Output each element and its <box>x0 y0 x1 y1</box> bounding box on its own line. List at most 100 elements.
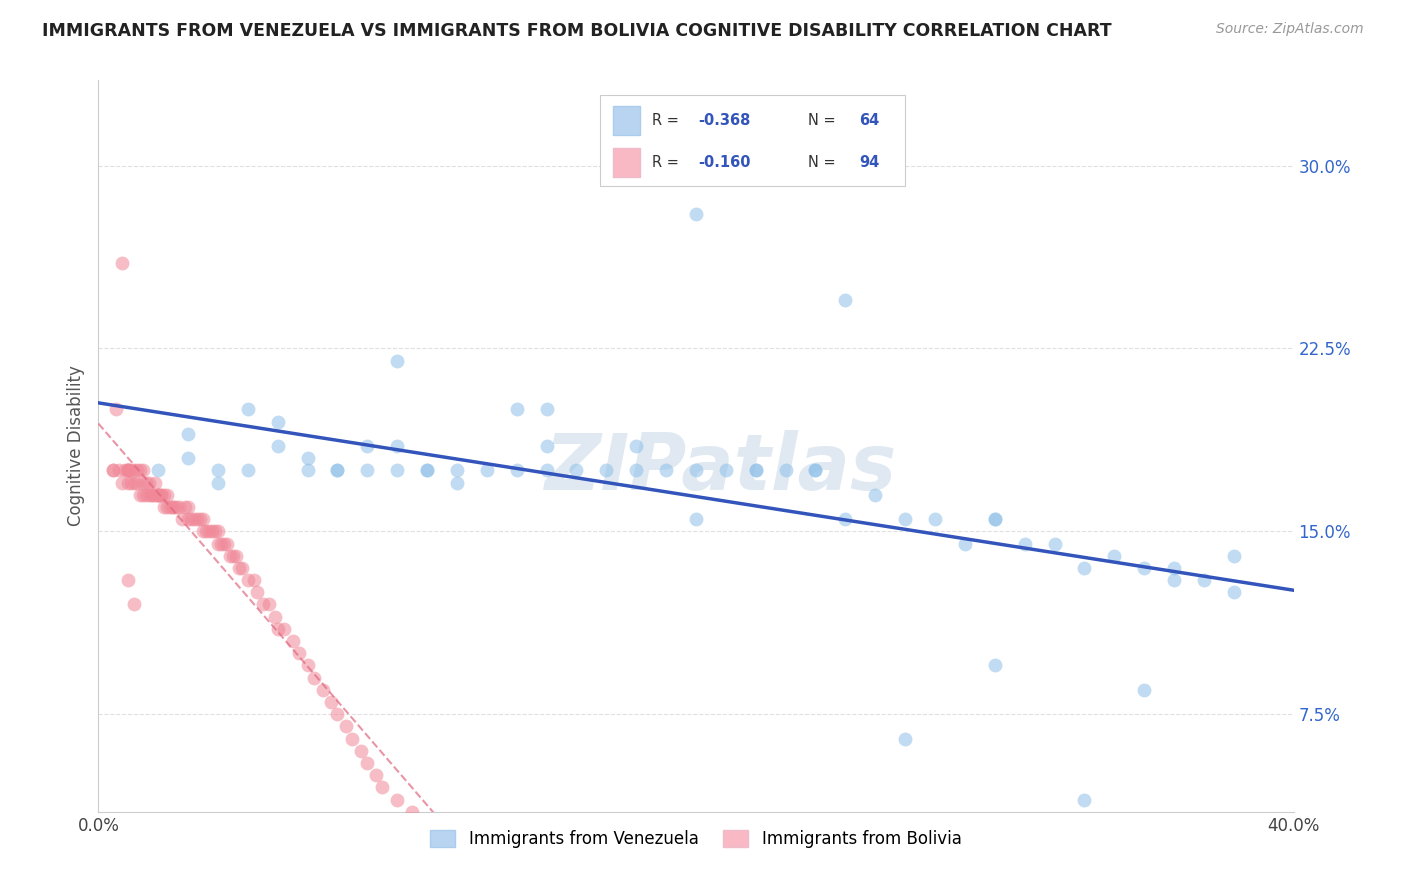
Point <box>1133 682 1156 697</box>
Point <box>745 463 768 477</box>
Y-axis label: Cognitive Disability: Cognitive Disability <box>66 366 84 526</box>
Point <box>124 463 146 477</box>
Point <box>984 512 1007 526</box>
Point <box>745 463 768 477</box>
Point <box>246 585 269 599</box>
Point <box>536 402 558 417</box>
Point <box>1073 561 1095 575</box>
Point <box>165 500 187 514</box>
Point <box>143 475 166 490</box>
Point <box>103 463 125 477</box>
Point <box>124 475 146 490</box>
Point <box>834 293 856 307</box>
Point <box>114 463 136 477</box>
Point <box>1104 549 1126 563</box>
Point <box>1163 561 1185 575</box>
Point <box>565 463 588 477</box>
Point <box>326 463 349 477</box>
Point <box>138 475 160 490</box>
Point <box>685 207 707 221</box>
Point <box>371 780 394 795</box>
Point <box>416 463 439 477</box>
Point <box>1043 536 1066 550</box>
Point <box>924 512 946 526</box>
Point <box>297 463 319 477</box>
Point <box>188 512 211 526</box>
Point <box>124 598 146 612</box>
Point <box>356 463 378 477</box>
Point <box>236 573 259 587</box>
Point <box>302 671 325 685</box>
Point <box>385 353 409 368</box>
Point <box>156 488 179 502</box>
Point <box>984 512 1007 526</box>
Point <box>150 488 173 502</box>
Point <box>162 500 184 514</box>
Point <box>335 719 357 733</box>
Point <box>356 756 378 770</box>
Point <box>475 463 498 477</box>
Point <box>595 463 617 477</box>
Point <box>215 536 238 550</box>
Point <box>506 463 529 477</box>
Point <box>536 439 558 453</box>
Point <box>153 488 176 502</box>
Point <box>195 524 218 539</box>
Point <box>153 500 176 514</box>
Point <box>222 549 245 563</box>
Point <box>117 475 139 490</box>
Point <box>120 475 142 490</box>
Point <box>267 415 290 429</box>
Point <box>385 439 409 453</box>
Point <box>120 463 142 477</box>
Point <box>103 463 125 477</box>
Point <box>117 463 139 477</box>
Point <box>177 426 200 441</box>
Point <box>174 500 197 514</box>
Point <box>231 561 253 575</box>
Point <box>236 402 259 417</box>
Point <box>180 512 202 526</box>
Point <box>1223 549 1246 563</box>
Point <box>366 768 388 782</box>
Point <box>446 475 468 490</box>
Point <box>350 744 373 758</box>
Point <box>775 463 797 477</box>
Point <box>1133 561 1156 575</box>
Point <box>132 488 155 502</box>
Point <box>204 524 226 539</box>
Point <box>236 463 259 477</box>
Point <box>150 488 173 502</box>
Point <box>141 488 163 502</box>
Point <box>714 463 737 477</box>
Point <box>156 500 179 514</box>
Point <box>148 488 170 502</box>
Point <box>273 622 295 636</box>
Point <box>148 488 170 502</box>
Point <box>321 695 343 709</box>
Point <box>243 573 266 587</box>
Point <box>267 622 290 636</box>
Point <box>191 524 214 539</box>
Point <box>281 634 304 648</box>
Point <box>141 488 163 502</box>
Point <box>143 488 166 502</box>
Point <box>865 488 887 502</box>
Point <box>1223 585 1246 599</box>
Point <box>177 451 200 466</box>
Point <box>207 524 229 539</box>
Text: Source: ZipAtlas.com: Source: ZipAtlas.com <box>1216 22 1364 37</box>
Point <box>167 500 190 514</box>
Point <box>135 488 157 502</box>
Point <box>162 500 184 514</box>
Point <box>186 512 208 526</box>
Point <box>326 463 349 477</box>
Point <box>446 463 468 477</box>
Point <box>297 451 319 466</box>
Point <box>655 463 678 477</box>
Point <box>201 524 224 539</box>
Point <box>183 512 205 526</box>
Point <box>111 475 134 490</box>
Point <box>148 488 170 502</box>
Point <box>263 609 285 624</box>
